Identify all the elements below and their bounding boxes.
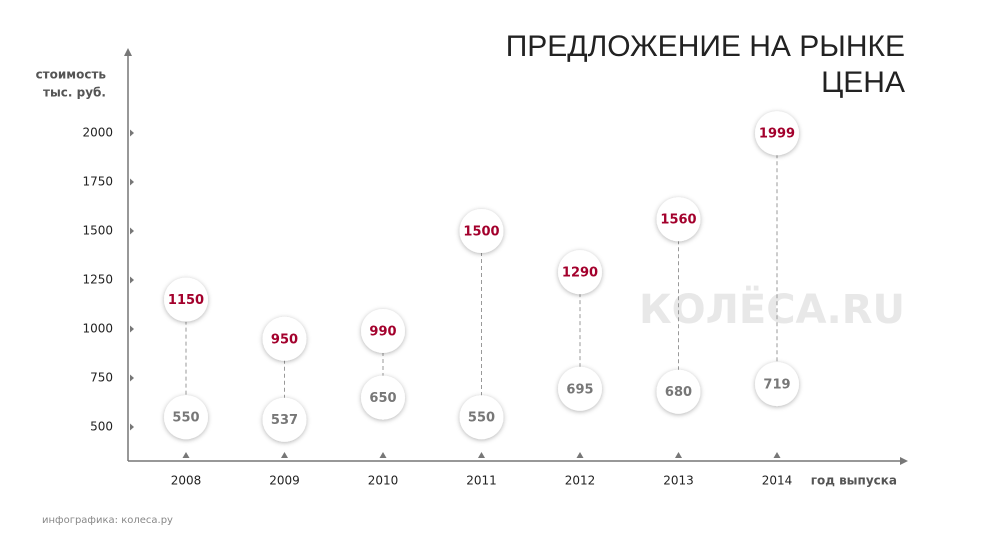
value-label: 950: [271, 332, 298, 347]
value-circle: [558, 250, 602, 295]
value-label: 695: [566, 382, 593, 397]
footer: инфографика: колеса.ру: [42, 515, 173, 526]
y-tick: [130, 325, 134, 333]
value-label: 680: [665, 385, 692, 400]
value-label: 550: [468, 411, 495, 426]
value-circle: [361, 308, 405, 353]
x-tick: [576, 452, 584, 458]
watermark: КОЛЁСА.RU: [639, 285, 905, 333]
x-tick: [675, 452, 682, 458]
value-label: 1560: [660, 213, 696, 228]
y-tick: [130, 276, 134, 284]
x-tick: [182, 452, 190, 458]
value-circle: [755, 362, 799, 407]
value-circle: [459, 395, 504, 440]
y-tick: [130, 178, 134, 186]
value-circle: [459, 209, 504, 253]
value-label: 650: [369, 391, 396, 406]
value-label: 1999: [759, 127, 795, 142]
value-label: 1500: [463, 225, 499, 240]
x-tick-label: 2014: [762, 474, 793, 488]
chart-title: ПРЕДЛОЖЕНИЕ НА РЫНКЕ: [506, 30, 905, 63]
x-axis-arrow: [900, 457, 908, 465]
y-tick: [130, 227, 134, 235]
value-label: 719: [763, 378, 790, 393]
x-tick-label: 2012: [565, 474, 596, 488]
value-label: 537: [271, 413, 298, 428]
x-axis-label: год выпуска: [811, 474, 897, 488]
x-tick-label: 2008: [171, 474, 202, 488]
y-tick-label: 1750: [82, 175, 113, 189]
value-label: 1290: [562, 266, 598, 281]
y-tick-label: 1500: [82, 224, 113, 238]
x-tick-label: 2013: [663, 474, 694, 488]
value-circle: [656, 197, 701, 242]
x-tick: [478, 452, 485, 458]
y-axis-label: стоимость: [36, 68, 107, 82]
value-circle: [755, 111, 799, 156]
value-label: 990: [369, 324, 396, 339]
y-tick: [130, 374, 134, 382]
x-tick-label: 2010: [368, 474, 399, 488]
value-circle: [262, 316, 307, 361]
x-tick-label: 2009: [269, 474, 300, 488]
y-tick: [130, 423, 134, 431]
y-tick-label: 2000: [82, 126, 113, 140]
x-tick: [773, 452, 781, 458]
value-circle: [656, 369, 701, 414]
y-axis-label: тыс. руб.: [43, 86, 106, 100]
value-circle: [164, 277, 208, 322]
value-circle: [361, 375, 405, 420]
value-label: 550: [172, 411, 199, 426]
y-tick: [130, 129, 134, 137]
value-circle: [164, 395, 208, 440]
value-label: 1150: [168, 293, 204, 308]
x-tick: [281, 452, 288, 458]
value-circle: [262, 397, 307, 442]
y-tick-label: 500: [90, 420, 113, 434]
y-tick-label: 1250: [82, 273, 113, 287]
y-tick-label: 750: [90, 371, 113, 385]
chart-title: ЦЕНА: [821, 66, 905, 99]
x-tick: [379, 452, 387, 458]
x-tick-label: 2011: [466, 474, 497, 488]
y-tick-label: 1000: [82, 322, 113, 336]
y-axis-arrow: [124, 48, 132, 56]
value-circle: [558, 366, 602, 411]
